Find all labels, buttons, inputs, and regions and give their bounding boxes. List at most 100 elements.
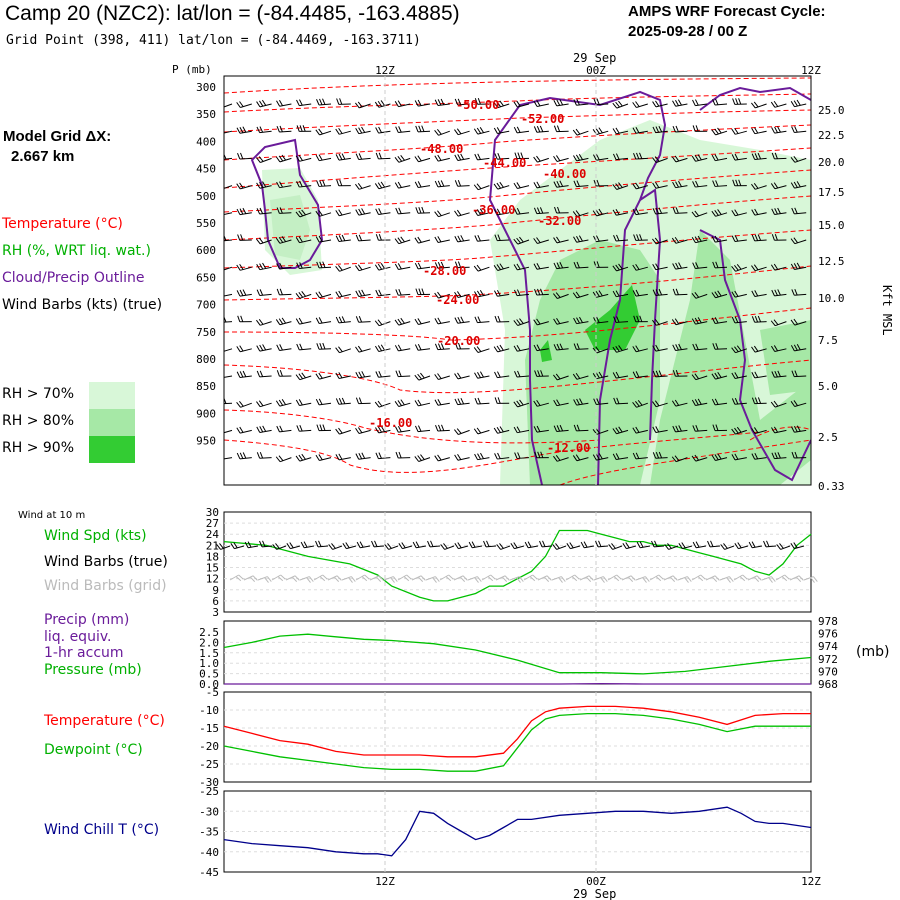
barb-feather (734, 453, 739, 460)
barb-feather (474, 316, 478, 323)
wind10m-barb-true (304, 545, 315, 549)
barb-feather (471, 541, 476, 548)
barb-feather (632, 127, 637, 134)
cross-section-barb (675, 402, 688, 407)
barb-feather (513, 208, 518, 215)
barb-feather (259, 370, 264, 377)
barb-feather (462, 575, 468, 581)
cross-section-barb (279, 185, 292, 189)
barb-feather (217, 210, 220, 215)
barb-feather (375, 576, 382, 582)
barb-feather (279, 125, 283, 133)
barb-feather (751, 102, 756, 109)
cross-section-barb (734, 157, 747, 161)
wind-speed-tick: 18 (206, 550, 219, 563)
barb-feather (239, 101, 244, 107)
barb-feather (635, 452, 640, 459)
wind-barbs-grid-label: Wind Barbs (grid) (44, 578, 167, 594)
barb-feather (771, 452, 775, 459)
barb-feather (256, 426, 261, 433)
barb-feather (279, 344, 283, 351)
barb-feather (256, 319, 261, 326)
wind10m-barb-grid (607, 574, 617, 581)
barb-feather (731, 154, 736, 161)
barb-feather (691, 292, 697, 299)
barb-feather (497, 452, 501, 459)
barb-feather (375, 208, 379, 215)
cross-section-barb (635, 375, 648, 378)
barb-feather (533, 400, 538, 407)
barb-feather (256, 101, 261, 108)
barb-feather (519, 318, 524, 324)
cross-section-barb (299, 402, 312, 406)
barb-feather (262, 425, 267, 432)
barb-feather (536, 100, 541, 107)
barb-feather (318, 128, 323, 135)
barb-feather (652, 401, 657, 407)
barb-feather (377, 400, 383, 407)
barb-feather (754, 234, 759, 241)
barb-feather (695, 125, 699, 132)
barb-feather (715, 98, 719, 105)
barb-feather (655, 100, 660, 107)
barb-feather (493, 290, 498, 297)
wind10m-barb-grid (537, 575, 548, 581)
cross-section-barb (477, 157, 490, 161)
barb-feather (496, 544, 501, 550)
time-tick-top: 00Z (586, 64, 606, 77)
barb-feather (375, 371, 379, 378)
barb-feather (315, 454, 320, 461)
barb-feather (218, 235, 221, 241)
barb-feather (790, 238, 796, 245)
barb-feather (460, 398, 465, 405)
barb-feather (278, 155, 284, 162)
barb-feather (595, 540, 599, 548)
barb-feather (401, 542, 406, 549)
barb-feather (497, 234, 501, 241)
forecast-cycle-title: AMPS WRF Forecast Cycle: (628, 3, 826, 20)
cross-section-barb (715, 212, 728, 217)
barb-feather (276, 263, 280, 270)
barb-feather (480, 452, 484, 459)
barb-feather (677, 99, 682, 106)
barb-feather (435, 424, 439, 432)
barb-feather (731, 454, 736, 461)
barb-feather (375, 427, 380, 434)
barb-feather (636, 315, 640, 322)
legend-temperature: Temperature (°C) (2, 216, 123, 232)
barb-feather (397, 344, 402, 351)
barb-feather (576, 343, 580, 350)
cross-section-barb (596, 429, 609, 435)
barb-feather (457, 98, 462, 105)
pressure-line (223, 633, 812, 675)
cross-section-barb (224, 375, 233, 378)
barb-feather (731, 266, 736, 272)
barb-feather (652, 157, 657, 163)
barb-feather (415, 207, 419, 214)
cross-section-barb (358, 348, 371, 353)
barb-feather (474, 577, 479, 583)
cross-section-barb (240, 103, 252, 108)
barb-feather (434, 99, 439, 106)
barb-feather (571, 576, 578, 582)
barb-feather (774, 370, 778, 378)
barb-feather (810, 577, 815, 583)
cross-section-barb (477, 402, 490, 405)
barb-feather (380, 263, 386, 269)
cross-section-barb (774, 103, 787, 108)
barb-feather (757, 397, 762, 404)
barb-feather (496, 289, 501, 297)
barb-feather (494, 453, 498, 460)
barb-feather (583, 541, 588, 548)
barb-feather (751, 397, 756, 404)
barb-feather (256, 157, 261, 163)
barb-feather (732, 179, 736, 186)
wind10m-barb-true (429, 545, 441, 548)
barb-feather (374, 540, 378, 547)
cross-section-barb (279, 348, 292, 351)
barb-feather (692, 125, 696, 132)
barb-feather (773, 100, 779, 107)
barb-feather (664, 544, 669, 550)
barb-feather (672, 344, 676, 351)
barb-feather (280, 574, 286, 580)
